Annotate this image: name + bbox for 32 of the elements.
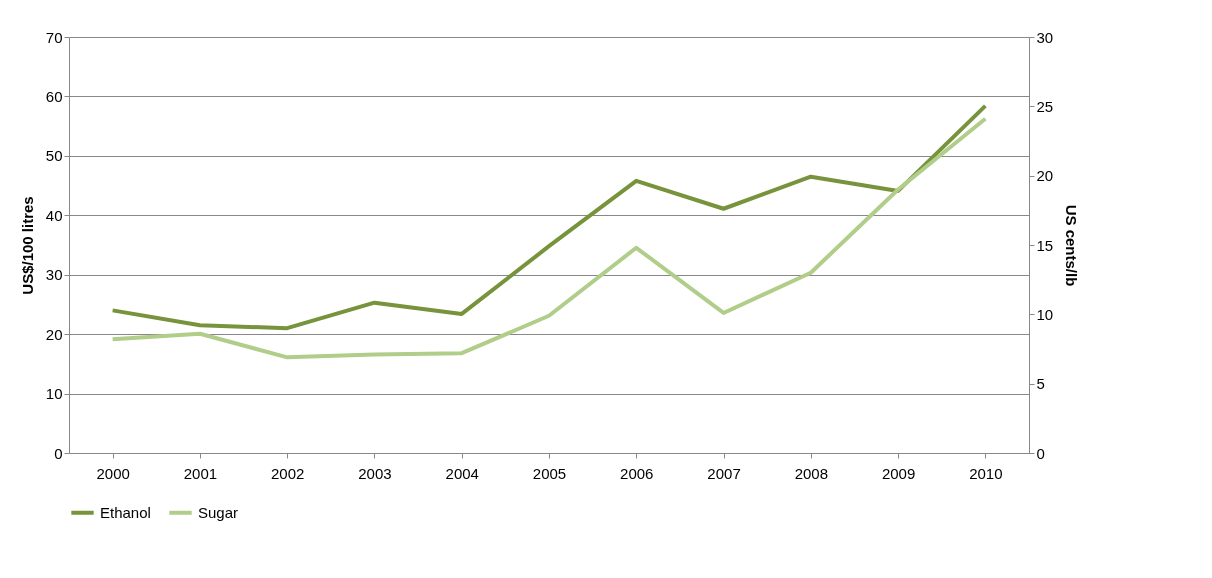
x-tick-label: 2003 <box>358 464 392 482</box>
y2-tick-label: 25 <box>1036 97 1054 115</box>
y-tick-label: 60 <box>45 87 63 105</box>
y-tick-label: 20 <box>45 325 63 343</box>
x-tick-label: 2008 <box>794 464 829 482</box>
y2-tick-label: 0 <box>1036 444 1045 462</box>
y2-tick-label: 10 <box>1036 305 1054 323</box>
legend-label: Ethanol <box>100 503 151 521</box>
y-axis-title: US$/100 litres <box>18 196 36 295</box>
y-tick-label: 40 <box>45 206 63 224</box>
x-tick-label: 2009 <box>881 464 916 482</box>
x-tick-label: 2001 <box>183 464 218 482</box>
x-tick-label: 2007 <box>707 464 741 482</box>
y-tick-label: 30 <box>45 266 63 284</box>
x-tick-label: 2004 <box>445 464 479 482</box>
y2-tick-label: 15 <box>1036 236 1054 254</box>
y-tick-label: 70 <box>45 28 63 46</box>
x-tick-label: 2005 <box>532 464 567 482</box>
y2-tick-label: 5 <box>1036 375 1045 393</box>
x-tick-label: 2000 <box>96 464 130 482</box>
legend-label: Sugar <box>198 503 239 521</box>
x-tick-label: 2006 <box>620 464 654 482</box>
x-tick-label: 2002 <box>270 464 305 482</box>
y2-tick-label: 20 <box>1036 167 1054 185</box>
y-tick-label: 0 <box>54 444 63 462</box>
x-tick-label: 2010 <box>969 464 1003 482</box>
y2-axis-title: US cents/lb <box>1063 204 1081 287</box>
y-tick-label: 10 <box>45 385 63 403</box>
y2-tick-label: 30 <box>1036 28 1054 46</box>
line-series <box>110 103 988 331</box>
line-series <box>110 116 988 360</box>
y-tick-label: 50 <box>45 147 63 165</box>
